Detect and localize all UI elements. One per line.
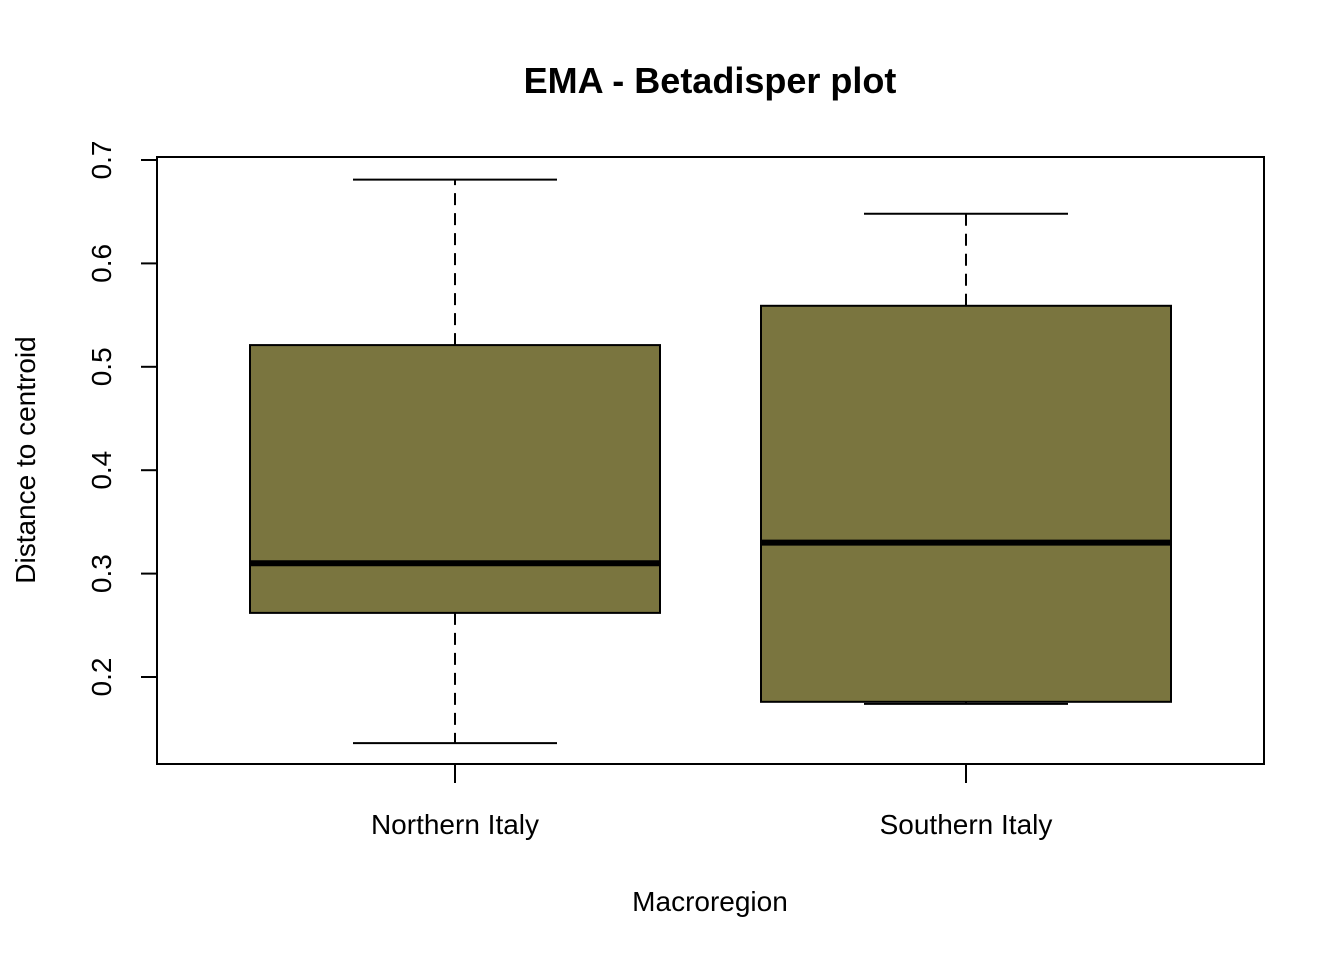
y-tick-label: 0.2 (86, 658, 117, 697)
y-tick-label: 0.6 (86, 244, 117, 283)
box-iqr (760, 304, 1172, 703)
box-iqr (249, 344, 661, 614)
x-axis-label: Macroregion (632, 886, 788, 917)
x-tick-label: Northern Italy (371, 809, 539, 840)
x-tick-label: Southern Italy (880, 809, 1053, 840)
box-group (249, 178, 661, 745)
y-tick-label: 0.7 (86, 141, 117, 180)
y-axis: 0.2 0.3 0.4 0.5 0.6 0.7 (86, 141, 158, 697)
x-axis: Northern Italy Southern Italy (371, 763, 1053, 840)
y-tick-label: 0.5 (86, 347, 117, 386)
chart-title: EMA - Betadisper plot (524, 60, 897, 101)
y-axis-label: Distance to centroid (10, 336, 41, 583)
y-tick-label: 0.4 (86, 451, 117, 490)
boxes-layer (249, 178, 1172, 745)
y-tick-label: 0.3 (86, 554, 117, 593)
box-group (760, 212, 1172, 705)
